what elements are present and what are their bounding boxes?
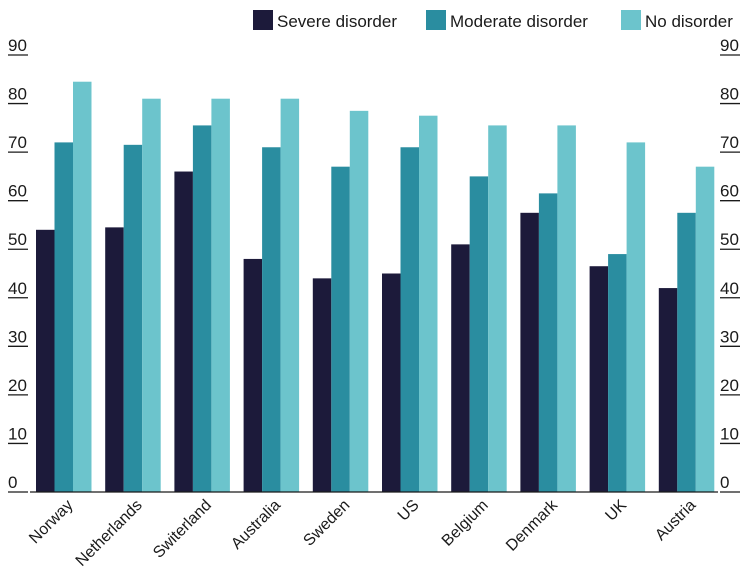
x-category-label: Sweden xyxy=(300,497,353,550)
bar-severe-disorder-belgium xyxy=(451,244,470,492)
y-tick-label-right: 20 xyxy=(720,376,739,395)
bar-moderate-disorder-netherlands xyxy=(123,144,143,492)
y-tick-label-left: 10 xyxy=(8,424,27,443)
y-tick-label-right: 60 xyxy=(720,182,739,201)
bar-severe-disorder-australia xyxy=(243,258,263,492)
legend-swatch-severe-disorder xyxy=(253,10,273,30)
right-y-axis: 0 10 20 30 40 50 60 70 80 90 xyxy=(720,36,740,493)
bar-severe-disorder-us xyxy=(382,273,401,492)
bar-severe-disorder-austria xyxy=(658,288,678,492)
x-category-label: Belgium xyxy=(439,497,492,550)
x-category-label: Denmark xyxy=(503,496,562,555)
y-tick-label-left: 70 xyxy=(8,133,27,152)
y-tick-label-left: 60 xyxy=(8,182,27,201)
bar-moderate-disorder-switerland xyxy=(192,125,212,492)
bar-no-disorder-switerland xyxy=(211,98,230,492)
bar-no-disorder-uk xyxy=(626,142,646,492)
bar-moderate-disorder-denmark xyxy=(538,193,558,492)
y-tick-label-left: 30 xyxy=(8,327,27,346)
bar-moderate-disorder-australia xyxy=(262,147,281,492)
bar-moderate-disorder-belgium xyxy=(469,176,489,492)
bar-no-disorder-australia xyxy=(280,98,300,492)
x-category-label: Netherlands xyxy=(73,497,146,568)
left-y-axis: 0 10 20 30 40 50 60 70 80 90 xyxy=(8,36,28,493)
bar-moderate-disorder-us xyxy=(400,147,419,492)
x-category-label: Switerland xyxy=(150,497,215,562)
y-tick-label-right: 40 xyxy=(720,279,739,298)
x-category-label: UK xyxy=(602,497,630,525)
bar-no-disorder-austria xyxy=(695,166,715,492)
bar-no-disorder-norway xyxy=(73,81,92,493)
bar-moderate-disorder-norway xyxy=(54,142,73,492)
y-tick-label-left: 80 xyxy=(8,85,27,104)
bar-moderate-disorder-austria xyxy=(677,212,696,492)
legend: Severe disorder Moderate disorder No disor… xyxy=(253,10,733,31)
legend-label-severe-disorder: Severe disorder xyxy=(277,12,397,31)
bar-severe-disorder-sweden xyxy=(312,278,332,492)
bar-severe-disorder-netherlands xyxy=(105,227,124,492)
bars xyxy=(30,81,718,493)
y-tick-label-right: 70 xyxy=(720,133,739,152)
x-category-label: Australia xyxy=(228,497,284,553)
y-tick-label-right: 10 xyxy=(720,424,739,443)
legend-swatch-no-disorder xyxy=(621,10,641,30)
bar-no-disorder-us xyxy=(419,115,438,492)
y-tick-label-left: 90 xyxy=(8,36,27,55)
y-tick-label-left: 40 xyxy=(8,279,27,298)
y-tick-label-right: 80 xyxy=(720,85,739,104)
bar-severe-disorder-switerland xyxy=(174,171,193,492)
bar-no-disorder-denmark xyxy=(557,125,576,492)
y-tick-label-left: 20 xyxy=(8,376,27,395)
y-tick-label-right: 50 xyxy=(720,230,739,249)
x-category-label: Norway xyxy=(26,497,76,547)
bar-severe-disorder-uk xyxy=(589,266,609,492)
x-category-label: Austria xyxy=(652,497,699,544)
legend-swatch-moderate-disorder xyxy=(426,10,446,30)
x-category-label: US xyxy=(395,497,423,525)
y-tick-label-left: 50 xyxy=(8,230,27,249)
bar-no-disorder-netherlands xyxy=(142,98,161,492)
bar-severe-disorder-norway xyxy=(36,229,55,493)
bar-no-disorder-sweden xyxy=(349,110,369,492)
bar-moderate-disorder-sweden xyxy=(331,166,350,492)
bar-severe-disorder-denmark xyxy=(520,212,539,492)
y-tick-label-right: 0 xyxy=(720,473,729,492)
y-tick-label-left: 0 xyxy=(8,473,17,492)
bar-moderate-disorder-uk xyxy=(608,254,627,492)
y-tick-label-right: 30 xyxy=(720,327,739,346)
y-tick-label-right: 90 xyxy=(720,36,739,55)
legend-label-moderate-disorder: Moderate disorder xyxy=(450,12,588,31)
bar-no-disorder-belgium xyxy=(488,125,507,492)
legend-label-no-disorder: No disorder xyxy=(645,12,733,31)
